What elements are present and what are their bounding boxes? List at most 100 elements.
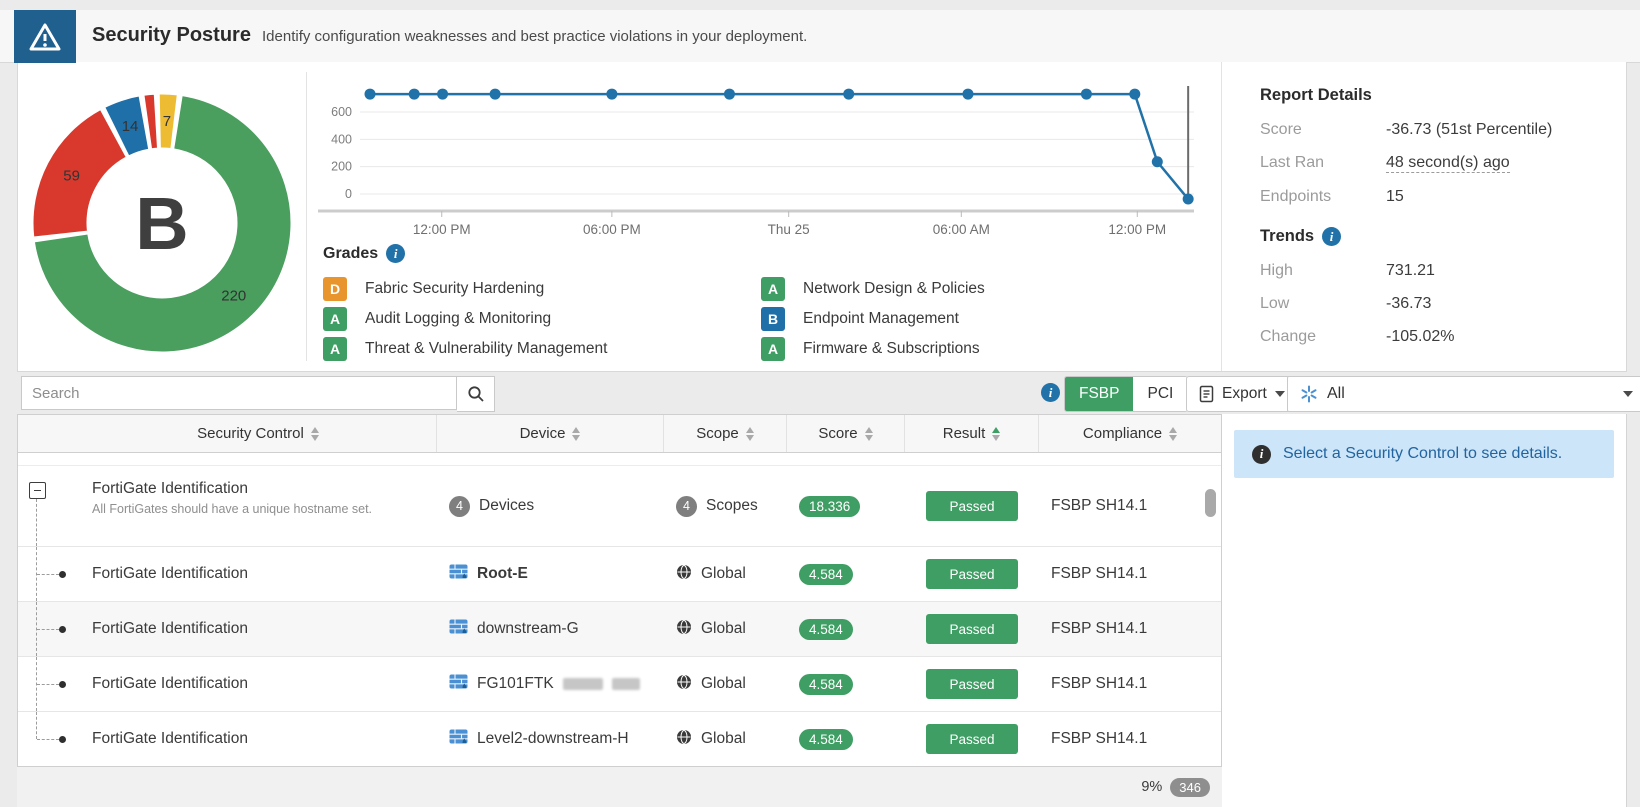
score-cell: 4.584: [787, 712, 905, 766]
device-name: FG101FTK: [477, 675, 554, 693]
column-header-score[interactable]: Score: [787, 415, 905, 452]
score-trend-chart[interactable]: 020040060012:00 PM06:00 PMThu 2506:00 AM…: [310, 70, 1218, 242]
device-label: Devices: [479, 497, 534, 515]
column-header-result[interactable]: Result: [905, 415, 1039, 452]
device-icon-wrap: [449, 619, 468, 639]
security-controls-table: Security Control Device Scope ScoreResult Co…: [17, 414, 1222, 767]
grade-label: Audit Logging & Monitoring: [365, 310, 551, 328]
tree-node-dot: [59, 681, 66, 688]
grade-item: AFirmware & Subscriptions: [761, 335, 1213, 363]
globe-icon: [676, 619, 692, 635]
donut-segment-label: 7: [163, 113, 171, 130]
security-control-cell: FortiGate Identification: [80, 602, 437, 656]
detail-panel: i Select a Security Control to see detai…: [1222, 414, 1627, 807]
report-row: Last Ran48 second(s) ago: [1260, 154, 1626, 173]
score-pill: 4.584: [799, 619, 853, 640]
report-row: Score-36.73 (51st Percentile): [1260, 121, 1626, 139]
tree-line: [37, 574, 59, 575]
banner-message: Select a Security Control to see details…: [1283, 445, 1562, 463]
standard-button-fsbp[interactable]: FSBP: [1065, 377, 1133, 411]
grade-badge: A: [761, 277, 785, 301]
grade-item: AThreat & Vulnerability Management: [323, 335, 761, 363]
column-label: Device: [520, 425, 566, 442]
security-control-name: FortiGate Identification: [92, 675, 248, 693]
grade-donut-chart[interactable]: 22059147B: [20, 67, 304, 367]
donut-segment-label: 14: [122, 118, 139, 135]
security-fabric-icon: [1300, 385, 1318, 403]
score-pill: 18.336: [799, 496, 860, 517]
grade-item: A Network Design & Policies: [761, 275, 1213, 303]
scope-cell: Global: [664, 712, 787, 766]
table-row[interactable]: FortiGate Identificationdownstream-GGlob…: [18, 602, 1221, 657]
scope-label: Global: [701, 620, 746, 638]
sort-icon: [572, 427, 580, 441]
table-scrollbar-thumb[interactable]: [1205, 489, 1216, 517]
grade-item: BEndpoint Management: [761, 305, 1213, 333]
column-label: Compliance: [1083, 425, 1162, 442]
sort-icon: [311, 427, 319, 441]
standard-button-pci[interactable]: PCI: [1133, 377, 1187, 411]
document-icon: [1199, 385, 1214, 403]
scope-label: Scopes: [706, 497, 758, 515]
grade-label: Network Design & Policies: [803, 280, 985, 298]
scope-icon-wrap: [676, 729, 692, 750]
trend-data-point: [1081, 89, 1092, 100]
report-row: Endpoints15: [1260, 188, 1626, 206]
search-icon: [467, 385, 485, 403]
page-subtitle: Identify configuration weaknesses and be…: [262, 28, 807, 45]
tree-line: [37, 684, 59, 685]
column-header-device[interactable]: Device: [437, 415, 664, 452]
device-icon-wrap: [449, 674, 468, 694]
security-posture-warning-icon: [14, 10, 76, 63]
scope-label: Global: [701, 565, 746, 583]
table-row[interactable]: FortiGate IdentificationAll FortiGates s…: [18, 466, 1221, 547]
column-header-compliance[interactable]: Compliance: [1039, 415, 1221, 452]
table-row[interactable]: FortiGate IdentificationLevel2-downstrea…: [18, 712, 1221, 767]
overall-grade-letter: B: [135, 182, 188, 265]
tree-cell: [18, 602, 80, 656]
y-tick-label: 600: [331, 105, 352, 119]
sort-icon: [992, 427, 1000, 441]
column-header-tree: [18, 415, 80, 452]
table-row[interactable]: FortiGate IdentificationFG101FTKGlobal4.…: [18, 657, 1221, 712]
trend-data-point: [437, 89, 448, 100]
collapse-row-button[interactable]: [29, 482, 46, 499]
grades-info-icon[interactable]: i: [386, 244, 405, 263]
column-header-scope[interactable]: Scope: [664, 415, 787, 452]
tree-cell: [18, 657, 80, 711]
trend-data-point: [843, 89, 854, 100]
standard-info-icon[interactable]: i: [1041, 383, 1060, 402]
search-button[interactable]: [457, 376, 495, 412]
report-value[interactable]: 48 second(s) ago: [1386, 154, 1510, 173]
scope-filter-dropdown[interactable]: All: [1287, 376, 1640, 412]
x-tick-label: Thu 25: [768, 222, 810, 237]
result-cell: Passed: [905, 602, 1039, 656]
table-spacer-row: [18, 453, 1221, 466]
compliance-cell: FSBP SH14.1: [1039, 602, 1221, 656]
result-badge: Passed: [926, 559, 1018, 589]
x-tick-label: 06:00 PM: [583, 222, 641, 237]
tree-line: [36, 712, 37, 739]
divider: [306, 72, 307, 361]
trend-data-point: [365, 89, 376, 100]
grade-badge: A: [323, 307, 347, 331]
page-title: Security Posture: [92, 24, 251, 47]
search-input[interactable]: [21, 376, 457, 410]
table-footer: 9% 346: [17, 766, 1222, 807]
y-tick-label: 0: [345, 187, 352, 201]
column-label: Scope: [696, 425, 739, 442]
tree-line: [37, 739, 59, 740]
security-control-description: All FortiGates should have a unique host…: [92, 502, 372, 516]
trend-data-point: [1152, 156, 1163, 167]
export-button[interactable]: Export: [1186, 376, 1298, 412]
compliance-cell: FSBP SH14.1: [1039, 547, 1221, 601]
globe-icon: [676, 564, 692, 580]
device-icon-wrap: [449, 564, 468, 584]
table-row[interactable]: FortiGate IdentificationRoot-EGlobal4.58…: [18, 547, 1221, 602]
trends-info-icon[interactable]: i: [1322, 227, 1341, 246]
result-badge: Passed: [926, 614, 1018, 644]
redacted-text: [612, 678, 640, 690]
column-header-security-control[interactable]: Security Control: [80, 415, 437, 452]
y-tick-label: 200: [331, 160, 352, 174]
select-control-banner: i Select a Security Control to see detai…: [1234, 430, 1614, 478]
